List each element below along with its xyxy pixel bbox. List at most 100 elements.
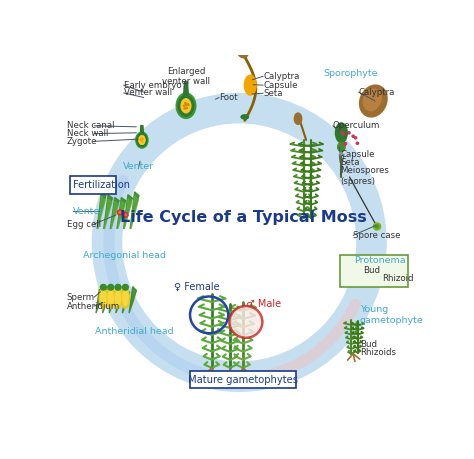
Circle shape	[347, 131, 351, 134]
Text: Neck canal: Neck canal	[66, 121, 114, 130]
Ellipse shape	[108, 290, 114, 306]
Text: Capsule: Capsule	[340, 150, 375, 159]
Text: ♂ Male: ♂ Male	[246, 299, 281, 309]
Text: Operculum: Operculum	[333, 121, 380, 130]
Circle shape	[122, 212, 128, 218]
Polygon shape	[118, 202, 125, 229]
Text: Spore case: Spore case	[353, 231, 401, 240]
Circle shape	[124, 213, 127, 217]
Ellipse shape	[177, 95, 194, 117]
Ellipse shape	[142, 140, 143, 142]
Text: Bud: Bud	[364, 266, 381, 275]
Text: Sporophyte: Sporophyte	[324, 69, 378, 78]
Text: Young
gametophyte: Young gametophyte	[360, 305, 423, 325]
Ellipse shape	[100, 284, 107, 291]
Polygon shape	[183, 82, 188, 95]
Polygon shape	[116, 291, 123, 313]
FancyBboxPatch shape	[340, 255, 408, 286]
Text: Rhizoid: Rhizoid	[383, 274, 414, 283]
Ellipse shape	[186, 103, 189, 105]
Circle shape	[372, 269, 377, 274]
Ellipse shape	[142, 138, 144, 140]
Ellipse shape	[106, 286, 113, 290]
Text: Fertilization: Fertilization	[73, 180, 130, 190]
Text: Antheridium: Antheridium	[66, 302, 120, 311]
FancyBboxPatch shape	[70, 176, 116, 194]
Ellipse shape	[335, 122, 348, 143]
Text: Early embryo: Early embryo	[124, 81, 181, 90]
Ellipse shape	[141, 139, 143, 140]
Ellipse shape	[122, 284, 129, 291]
Ellipse shape	[185, 106, 188, 109]
Ellipse shape	[120, 286, 130, 309]
Circle shape	[351, 267, 356, 272]
Polygon shape	[98, 196, 105, 229]
Ellipse shape	[183, 107, 186, 110]
Ellipse shape	[142, 140, 143, 142]
Polygon shape	[104, 199, 112, 229]
Ellipse shape	[293, 112, 302, 125]
Text: Neck wall: Neck wall	[66, 129, 108, 138]
Ellipse shape	[141, 139, 143, 140]
Ellipse shape	[359, 84, 388, 118]
Ellipse shape	[181, 98, 191, 113]
Text: Egg cell: Egg cell	[66, 219, 100, 229]
Circle shape	[341, 131, 344, 134]
Ellipse shape	[183, 105, 185, 107]
Ellipse shape	[114, 286, 121, 290]
Ellipse shape	[187, 104, 190, 106]
Polygon shape	[96, 286, 103, 313]
Ellipse shape	[99, 286, 108, 309]
Ellipse shape	[142, 138, 144, 140]
Polygon shape	[130, 192, 139, 229]
Circle shape	[360, 263, 369, 271]
Circle shape	[354, 136, 357, 140]
Text: Venter wall: Venter wall	[124, 89, 172, 97]
Polygon shape	[111, 202, 118, 229]
Polygon shape	[117, 197, 126, 229]
Circle shape	[344, 142, 347, 146]
Text: Capsule: Capsule	[263, 81, 298, 90]
Circle shape	[349, 265, 357, 274]
Ellipse shape	[240, 114, 249, 120]
Circle shape	[374, 224, 380, 229]
Polygon shape	[102, 289, 110, 313]
Circle shape	[362, 265, 367, 269]
Ellipse shape	[100, 290, 107, 306]
Text: Venter: Venter	[123, 162, 154, 171]
Ellipse shape	[137, 133, 147, 147]
Text: Venter: Venter	[73, 207, 104, 216]
FancyBboxPatch shape	[190, 371, 296, 388]
Circle shape	[118, 211, 121, 214]
Polygon shape	[124, 199, 132, 229]
Text: Sperm: Sperm	[66, 293, 95, 302]
Ellipse shape	[115, 290, 121, 306]
Text: Calyptra: Calyptra	[263, 72, 300, 81]
Text: ♀ Female: ♀ Female	[174, 281, 220, 291]
Ellipse shape	[337, 142, 346, 152]
Text: Zygote: Zygote	[66, 137, 97, 146]
Circle shape	[373, 222, 382, 231]
Polygon shape	[104, 195, 112, 229]
Polygon shape	[129, 286, 137, 313]
Polygon shape	[131, 196, 138, 229]
Text: Calyptra: Calyptra	[359, 88, 395, 97]
Ellipse shape	[363, 89, 382, 112]
Ellipse shape	[122, 290, 128, 306]
Text: Seta: Seta	[340, 158, 360, 168]
Polygon shape	[97, 192, 106, 229]
Ellipse shape	[98, 286, 105, 290]
Circle shape	[117, 209, 123, 216]
Circle shape	[341, 132, 345, 136]
Ellipse shape	[138, 135, 146, 145]
Ellipse shape	[235, 39, 249, 59]
Text: Meiospores
(spores): Meiospores (spores)	[340, 166, 389, 185]
Text: Mature gametophytes: Mature gametophytes	[188, 375, 298, 385]
Polygon shape	[124, 195, 132, 229]
Circle shape	[343, 142, 347, 146]
Ellipse shape	[140, 139, 142, 141]
Ellipse shape	[107, 284, 114, 291]
Text: Enlarged
venter wall: Enlarged venter wall	[162, 67, 210, 86]
Circle shape	[351, 134, 355, 138]
Circle shape	[370, 267, 379, 275]
